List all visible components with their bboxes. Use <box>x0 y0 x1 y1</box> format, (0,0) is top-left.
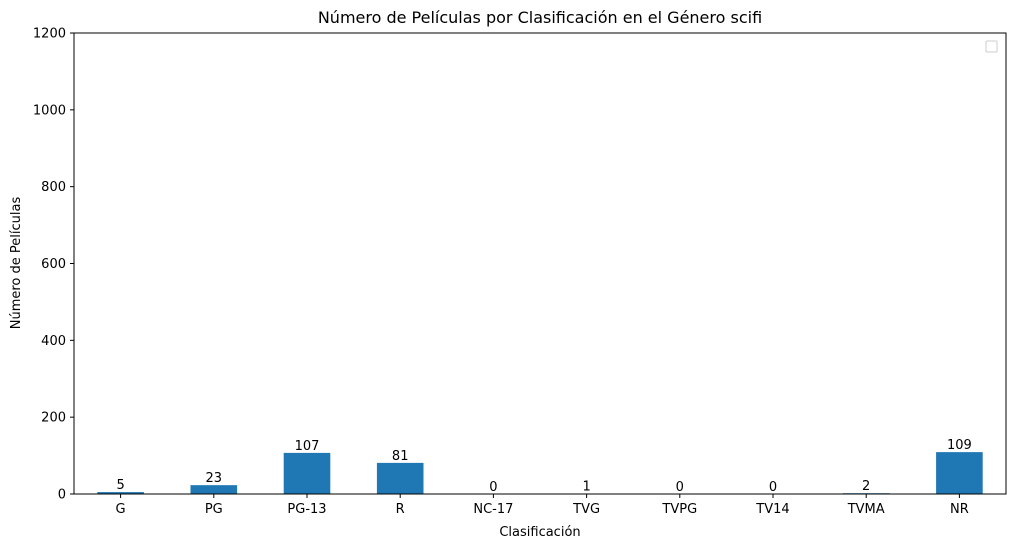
bar <box>283 452 331 494</box>
bar-value-label: 5 <box>116 478 124 493</box>
bar-value-label: 0 <box>489 480 497 495</box>
x-tick-label: TVMA <box>847 502 885 517</box>
x-tick-label: NC-17 <box>473 502 513 517</box>
x-tick-label: TV14 <box>755 502 789 517</box>
bars-group <box>97 452 983 494</box>
y-tick-label: 200 <box>41 411 66 426</box>
bar-value-label: 107 <box>295 439 320 454</box>
y-tick-label: 1000 <box>33 103 66 118</box>
y-axis-ticks: 0 200 400 600 800 1000 1200 <box>33 27 74 503</box>
x-tick-label: TVPG <box>661 502 697 517</box>
y-tick-label: 800 <box>41 180 66 195</box>
y-tick-label: 400 <box>41 334 66 349</box>
bar <box>190 485 238 494</box>
chart-title: Número de Películas por Clasificación en… <box>318 8 762 27</box>
bar-value-label: 0 <box>676 480 684 495</box>
x-tick-label: TVG <box>572 502 600 517</box>
bar-value-label: 0 <box>769 480 777 495</box>
x-tick-label: NR <box>950 502 969 517</box>
x-axis-title: Clasificación <box>499 525 580 540</box>
bar-value-label: 2 <box>862 479 870 494</box>
y-axis-title: Número de Películas <box>9 197 24 330</box>
bar-value-label: 1 <box>582 480 590 495</box>
y-tick-label: 600 <box>41 257 66 272</box>
bar-labels-group: 5 23 107 81 0 1 0 0 2 109 <box>116 438 971 495</box>
y-tick-label: 1200 <box>33 27 66 42</box>
bar-value-label: 23 <box>206 471 223 486</box>
plot-frame <box>73 32 1007 495</box>
x-tick-label: R <box>396 502 405 517</box>
bar <box>376 462 424 494</box>
y-tick-label: 0 <box>58 488 66 503</box>
x-tick-label: G <box>116 502 126 517</box>
x-axis-ticks: G PG PG-13 R NC-17 TVG TVPG TV14 TVMA NR <box>116 494 969 517</box>
legend-box <box>985 40 998 53</box>
bar-value-label: 109 <box>947 438 972 453</box>
x-tick-label: PG <box>205 502 223 517</box>
bar-value-label: 81 <box>392 449 409 464</box>
bar <box>936 452 983 494</box>
bar <box>97 492 144 494</box>
x-tick-label: PG-13 <box>287 502 326 517</box>
